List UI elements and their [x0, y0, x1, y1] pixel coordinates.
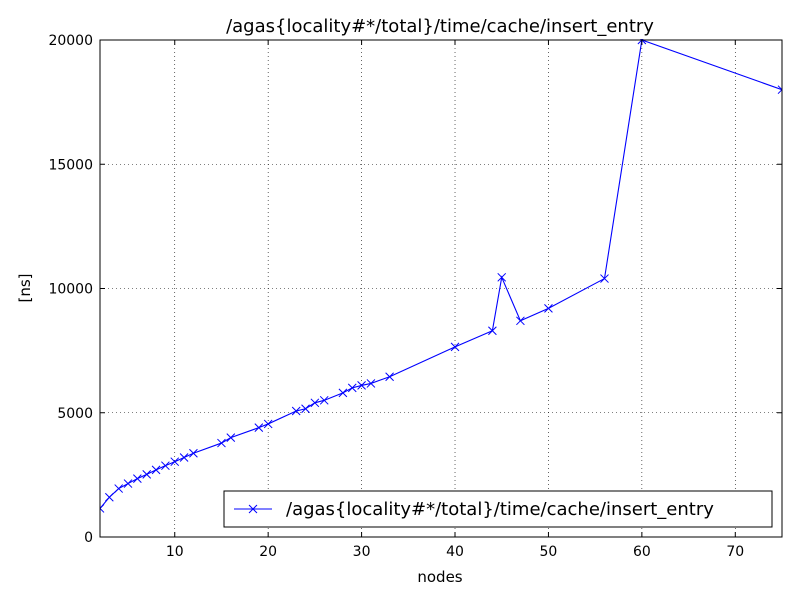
- data-point: [114, 484, 124, 493]
- x-tick-label: 50: [540, 544, 558, 560]
- x-tick-label: 40: [446, 544, 464, 560]
- data-point: [319, 395, 329, 405]
- data-point: [226, 433, 236, 442]
- chart-title: /agas{locality#*/total}/time/cache/inser…: [226, 16, 654, 37]
- y-tick-label: 20000: [48, 33, 93, 49]
- data-point: [291, 406, 301, 416]
- data-point: [151, 465, 161, 475]
- data-point: [385, 372, 394, 382]
- data-point: [254, 423, 264, 433]
- legend-marker: [248, 504, 258, 514]
- data-point: [544, 304, 553, 313]
- x-tick-label: 30: [353, 544, 371, 560]
- data-point: [600, 274, 609, 283]
- data-point: [338, 388, 348, 398]
- series-0: [100, 39, 782, 513]
- data-point: [123, 479, 133, 488]
- x-tick-label: 60: [633, 544, 651, 560]
- data-point: [133, 474, 142, 483]
- data-point: [516, 316, 525, 326]
- gridlines: [100, 40, 782, 537]
- data-point: [161, 461, 170, 471]
- data-point: [366, 379, 376, 388]
- y-axis-label: [ns]: [16, 273, 34, 302]
- series-line: [100, 39, 782, 509]
- legend: /agas{locality#*/total}/time/cache/inser…: [223, 490, 773, 528]
- data-point: [142, 470, 152, 479]
- x-axis-label: nodes: [417, 568, 462, 586]
- y-tick-label: 15000: [48, 157, 93, 173]
- data-point: [104, 492, 114, 502]
- data-point: [310, 398, 320, 408]
- data-point: [777, 85, 782, 95]
- data-point: [263, 419, 273, 429]
- y-tick-label: 5000: [57, 406, 93, 422]
- y-tick-label: 10000: [48, 282, 93, 298]
- axis-ticks: 10 20 30 40 50 60 70 0 5000 10000 15000 20000: [48, 33, 782, 560]
- x-tick-label: 70: [726, 544, 744, 560]
- data-point: [357, 381, 366, 390]
- legend-box: [223, 490, 773, 528]
- data-point: [100, 504, 105, 513]
- data-point: [170, 457, 180, 467]
- data-point: [497, 272, 507, 282]
- data-point: [179, 453, 189, 462]
- y-tick-label: 0: [84, 530, 93, 546]
- data-point: [189, 448, 198, 458]
- data-point: [488, 326, 497, 336]
- data-point: [347, 383, 357, 393]
- data-point: [301, 404, 310, 414]
- data-point: [450, 342, 460, 352]
- legend-label: /agas{locality#*/total}/time/cache/inser…: [286, 499, 714, 520]
- x-tick-label: 20: [259, 544, 277, 560]
- series-layer: [100, 39, 782, 513]
- data-point: [217, 438, 226, 448]
- x-tick-label: 10: [166, 544, 184, 560]
